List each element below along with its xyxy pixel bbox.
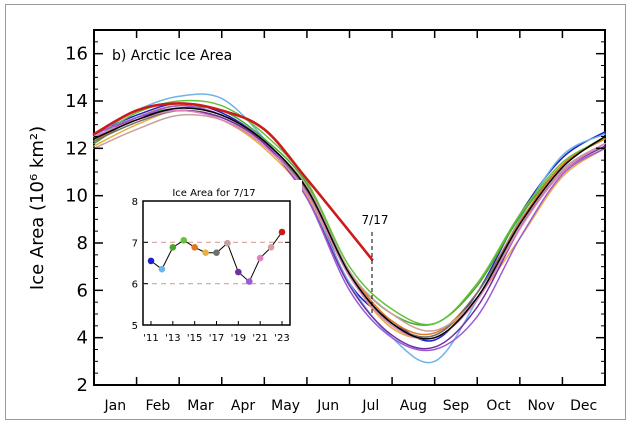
y-tick-label: 4 [77, 328, 88, 349]
inset-point-2023 [278, 228, 286, 236]
month-label: Apr [231, 398, 255, 414]
inset-y-tick-label: 6 [132, 280, 138, 291]
inset-x-tick-label: '11 [143, 333, 158, 344]
inset-point-2021 [256, 254, 264, 262]
inset-background [118, 180, 302, 350]
series-line-2023 [92, 102, 374, 261]
inset-point-2016 [202, 249, 209, 256]
inset-point-2017 [213, 249, 220, 256]
series-line-2014 [93, 99, 606, 326]
series-line-2012 [93, 93, 606, 364]
inset-y-tick-label: 5 [132, 321, 138, 332]
month-label: Mar [187, 398, 214, 414]
month-label: Jun [316, 398, 339, 414]
main-axes-group: 2 4 6 8 10 12 14 16 Jan Feb Mar Apr May Jun Jul Aug Sep O… [65, 29, 606, 414]
series-line-2018 [93, 113, 606, 332]
y-tick-label: 10 [65, 186, 88, 207]
month-label: Jan [103, 398, 126, 414]
month-label: Aug [400, 398, 427, 414]
inset-point-2018 [224, 239, 231, 247]
month-label: Feb [145, 398, 170, 414]
inset-point-2022 [267, 243, 275, 251]
inset-x-tick-label: '15 [187, 333, 202, 344]
main-series-group [92, 93, 606, 364]
inset-x-tick-label: '17 [209, 333, 224, 344]
inset-point-2019 [235, 268, 242, 276]
y-tick-label: 6 [77, 280, 88, 301]
month-label: Dec [570, 398, 597, 414]
month-label: Jul [361, 398, 379, 414]
y-tick-label: 8 [77, 233, 88, 254]
inset-point-2011 [147, 257, 155, 265]
main-y-axis-label: Ice Area (10⁶ km²) [27, 126, 48, 290]
inset-y-tick-label: 7 [132, 238, 138, 249]
month-label: May [271, 398, 300, 414]
y-tick-label: 16 [65, 44, 88, 65]
main-chart-title: b) Arctic Ice Area [112, 48, 232, 64]
series-line-2022 [93, 107, 606, 340]
inset-point-2020 [245, 278, 253, 285]
inset-x-tick-label: '13 [165, 333, 180, 344]
inset-x-tick-label: '19 [231, 333, 246, 344]
y-tick-label: 2 [77, 375, 88, 396]
inset-point-2012 [158, 265, 166, 273]
y-tick-label: 12 [65, 138, 88, 159]
inset-point-2013 [169, 243, 177, 251]
month-label: Nov [527, 398, 554, 414]
series-line-2021 [93, 109, 606, 340]
date-marker-label: 7/17 [362, 213, 389, 227]
inset-content-group: 5 6 7 8 '11 '13 '15 '17 '19 '21 '23 [132, 197, 290, 344]
inset-x-tick-label: '21 [252, 333, 267, 344]
y-tick-label: 14 [65, 91, 88, 112]
inset-x-tick-label: '23 [274, 333, 289, 344]
inset-point-2014 [180, 236, 188, 244]
inset-point-2015 [191, 243, 198, 251]
inset-title: Ice Area for 7/17 [172, 188, 255, 199]
month-label: Sep [443, 398, 470, 414]
month-label: Oct [486, 398, 511, 414]
series-line-2020 [93, 104, 606, 352]
inset-y-tick-label: 8 [132, 197, 138, 208]
